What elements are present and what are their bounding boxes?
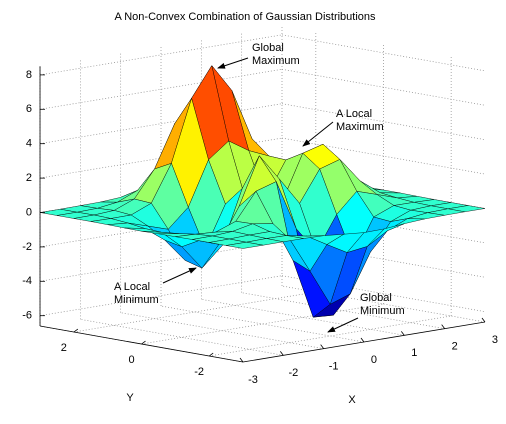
- grid-line: [73, 291, 316, 333]
- grid-line: [141, 303, 384, 345]
- y-tick-label: 0: [128, 354, 134, 366]
- tick-mark: [481, 317, 486, 323]
- x-axis-label: X: [348, 394, 356, 406]
- grid-line: [281, 275, 486, 313]
- tick-mark: [280, 351, 284, 356]
- z-tick-label: 6: [26, 103, 32, 115]
- x-tick-label: -1: [329, 361, 339, 373]
- tick-mark: [360, 337, 365, 343]
- z-tick-label: 2: [26, 172, 32, 184]
- tick-mark: [73, 328, 79, 333]
- grid-line: [209, 315, 452, 357]
- annotation-arrow: [302, 121, 334, 147]
- grid-line: [39, 103, 283, 145]
- grid-line: [281, 103, 486, 141]
- x-tick-label: 2: [452, 341, 458, 353]
- grid-line: [80, 318, 284, 356]
- annotation-text: Maximum: [252, 55, 300, 67]
- tick-mark: [239, 357, 244, 363]
- grid-line: [160, 305, 365, 343]
- grid-line: [281, 240, 486, 278]
- annotation-arrow: [217, 57, 249, 69]
- grid-line: [39, 34, 283, 76]
- z-tick-label: 0: [26, 206, 32, 218]
- x-tick-label: 3: [492, 334, 498, 346]
- chart-title: A Non-Convex Combination of Gaussian Dis…: [114, 11, 376, 23]
- annotation-text: Minimum: [360, 305, 405, 317]
- z-tick-label: -6: [22, 310, 32, 322]
- annotation-arrow: [162, 267, 197, 284]
- annotation-text: Global: [360, 292, 392, 304]
- z-tick-label: 4: [26, 138, 32, 150]
- surface-patch: [226, 241, 264, 249]
- x-tick-label: -2: [288, 367, 298, 379]
- annotation-arrow: [327, 317, 359, 333]
- x-tick-label: 0: [371, 354, 377, 366]
- y-tick-label: 2: [61, 342, 67, 354]
- annotation-text: Minimum: [114, 294, 159, 306]
- tick-mark: [141, 340, 146, 345]
- grid-line: [281, 34, 486, 72]
- z-tick-label: -4: [22, 275, 32, 287]
- grid-line: [201, 298, 405, 336]
- grid-line: [281, 206, 486, 244]
- tick-mark: [441, 324, 445, 329]
- y-tick-label: -2: [194, 366, 204, 378]
- tick-mark: [208, 352, 214, 357]
- annotation-text: A Local: [336, 108, 372, 120]
- x-tick-label: 1: [411, 347, 417, 359]
- annotation-text: A Local: [114, 281, 150, 293]
- tick-mark: [401, 331, 405, 336]
- annotation-text: Global: [252, 42, 284, 54]
- tick-mark: [320, 344, 324, 349]
- annotation-text: Maximum: [336, 121, 384, 133]
- x-tick-label: -3: [248, 374, 258, 386]
- z-tick-label: -2: [22, 241, 32, 253]
- grid-line: [39, 275, 283, 317]
- z-tick-label: 8: [26, 69, 32, 81]
- y-axis-label: Y: [126, 392, 134, 404]
